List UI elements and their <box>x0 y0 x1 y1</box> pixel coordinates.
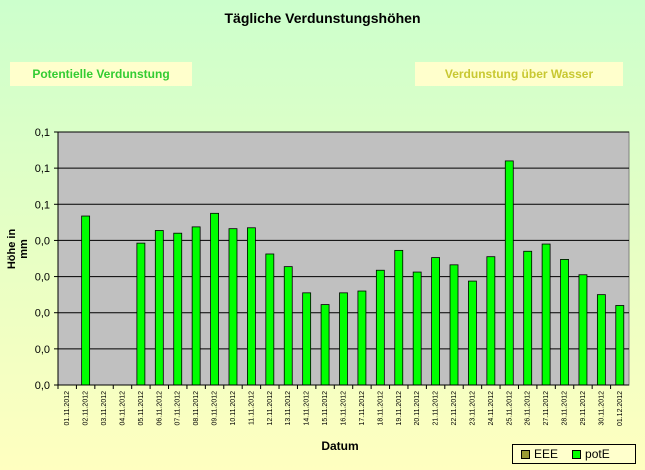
bar <box>191 226 201 386</box>
bar <box>81 215 91 386</box>
legend-item-eee: EEE <box>521 447 558 461</box>
x-tick-label: 18.11.2012 <box>377 391 384 426</box>
x-tick-label: 03.11.2012 <box>101 391 108 426</box>
bar <box>578 274 588 386</box>
bar <box>320 304 330 386</box>
x-tick-label: 11.11.2012 <box>248 391 255 425</box>
bar <box>154 230 164 386</box>
bar <box>339 292 348 386</box>
bar <box>504 160 514 386</box>
x-tick-label: 25.11.2012 <box>506 391 513 426</box>
bar <box>615 305 625 386</box>
x-tick-label: 04.11.2012 <box>119 391 126 426</box>
bar <box>173 232 183 386</box>
x-tick-label: 24.11.2012 <box>488 391 495 426</box>
x-tick-label: 23.11.2012 <box>469 391 476 426</box>
bar <box>541 243 551 386</box>
bar <box>375 269 385 386</box>
legend-label-eee: EEE <box>534 447 559 461</box>
x-tick-label: 08.11.2012 <box>193 391 200 426</box>
y-axis-title: Höhe in mm <box>6 228 30 270</box>
y-tick-label: 0,1 <box>35 127 50 139</box>
bar <box>431 257 440 386</box>
potential-evaporation-button[interactable]: Potentielle Verdunstung <box>10 62 192 86</box>
x-tick-label: 09.11.2012 <box>212 391 219 426</box>
bar <box>468 280 477 386</box>
bar <box>357 290 367 386</box>
x-tick-label: 19.11.2012 <box>396 391 403 426</box>
x-tick-label: 12.11.2012 <box>267 391 274 426</box>
y-tick-label: 0,0 <box>35 272 50 284</box>
bar <box>449 264 459 386</box>
x-tick-label: 13.11.2012 <box>285 391 292 426</box>
x-tick-label: 02.11.2012 <box>83 391 90 426</box>
x-tick-label: 28.11.2012 <box>562 391 569 426</box>
y-tick-label: 0,0 <box>35 380 50 392</box>
bar <box>596 294 606 386</box>
x-tick-label: 30.11.2012 <box>598 391 605 426</box>
x-tick-label: 26.11.2012 <box>525 391 532 426</box>
x-tick-label: 14.11.2012 <box>304 391 311 426</box>
bar <box>228 228 238 386</box>
x-tick-label: 21.11.2012 <box>433 391 440 426</box>
bar <box>247 227 256 386</box>
x-tick-label: 10.11.2012 <box>230 391 237 426</box>
bar <box>523 250 533 386</box>
legend: EEE potE <box>512 444 636 464</box>
x-tick-label: 17.11.2012 <box>359 391 366 426</box>
x-tick-label: 15.11.2012 <box>322 391 329 426</box>
x-axis-title: Datum <box>321 439 359 453</box>
bar <box>412 271 422 386</box>
y-tick-label: 0,0 <box>35 344 50 356</box>
water-evaporation-button[interactable]: Verdunstung über Wasser <box>415 62 623 86</box>
bar <box>283 266 293 386</box>
x-tick-label: 06.11.2012 <box>156 391 163 426</box>
bar <box>210 212 219 386</box>
x-tick-label: 05.11.2012 <box>138 391 145 426</box>
legend-swatch-pote <box>572 449 582 459</box>
legend-label-pote: potE <box>585 447 610 461</box>
x-tick-label: 07.11.2012 <box>175 391 182 426</box>
chart-title: Tägliche Verdunstungshöhen <box>224 10 421 26</box>
bar <box>302 292 312 386</box>
x-tick-label: 20.11.2012 <box>414 391 421 426</box>
x-tick-label: 29.11.2012 <box>580 391 587 426</box>
bar <box>136 242 146 386</box>
y-tick-label: 0,0 <box>35 235 50 247</box>
bar <box>560 259 569 386</box>
legend-swatch-eee <box>521 449 530 459</box>
bar <box>486 256 496 386</box>
y-tick-label: 0,1 <box>35 199 50 211</box>
x-tick-label: 01.12.2012 <box>617 391 624 426</box>
x-tick-label: 27.11.2012 <box>543 391 550 426</box>
y-tick-label: 0,1 <box>35 163 50 175</box>
bar <box>394 249 404 386</box>
y-tick-label: 0,0 <box>35 308 50 320</box>
x-tick-label: 22.11.2012 <box>451 391 458 426</box>
x-tick-label: 01.11.2012 <box>64 391 71 426</box>
bar <box>265 253 275 386</box>
x-tick-label: 16.11.2012 <box>341 391 348 426</box>
legend-item-pote: potE <box>572 447 610 461</box>
